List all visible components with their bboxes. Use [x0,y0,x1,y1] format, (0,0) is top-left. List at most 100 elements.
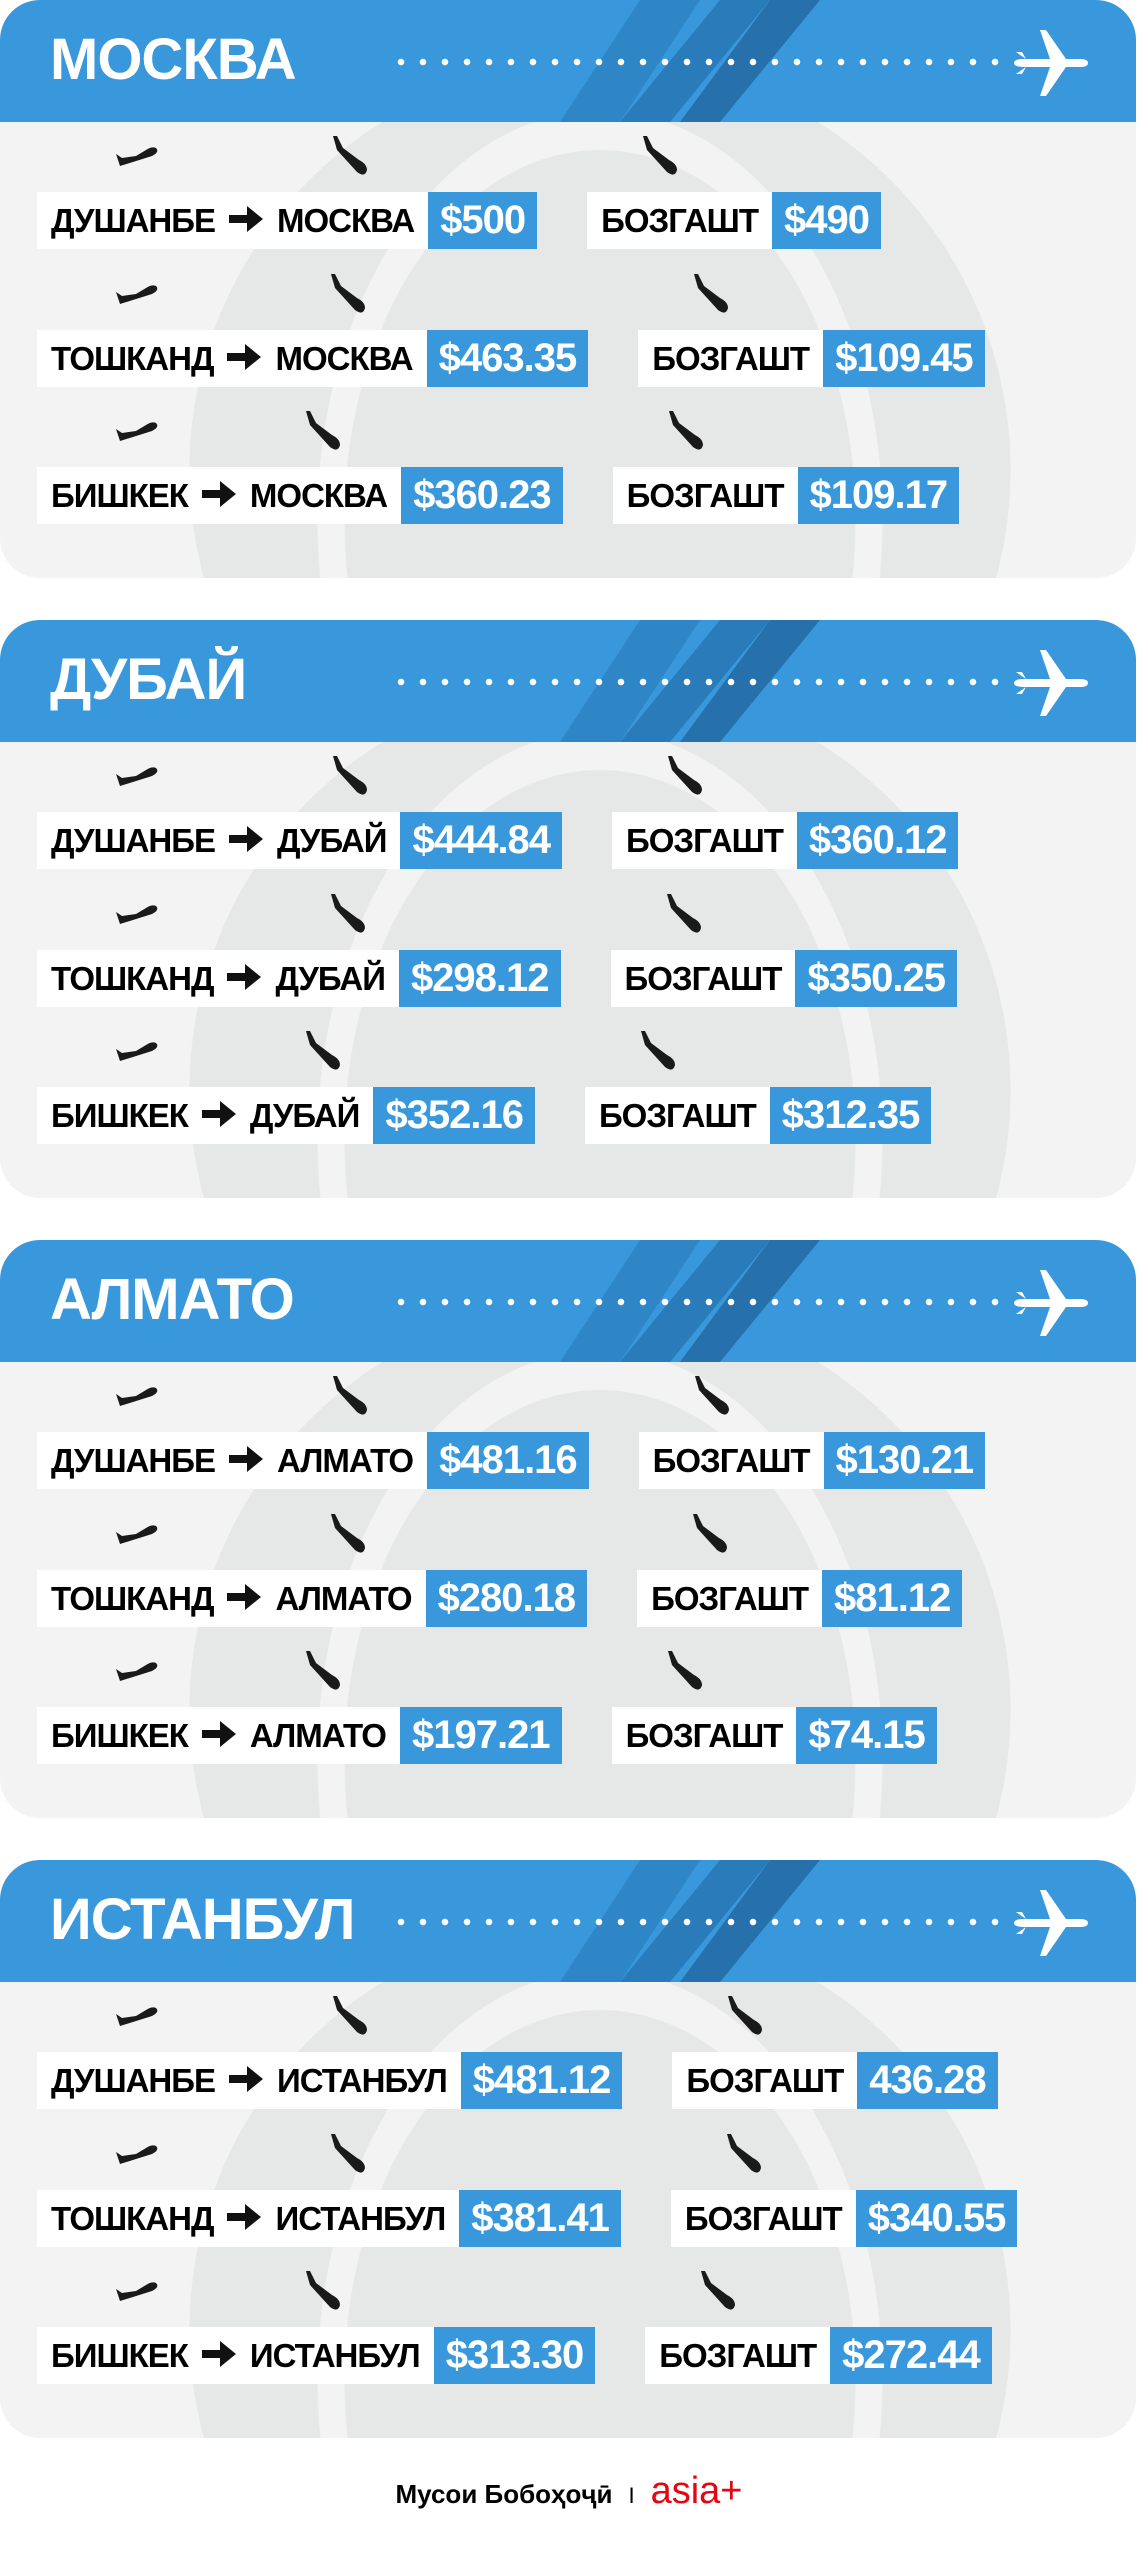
card-header: АЛМАТО [0,1240,1136,1362]
return-label: БОЗГАШТ [587,192,772,249]
outbound-price: $360.23 [401,467,563,524]
outbound-price: $481.12 [460,2052,623,2109]
plane-landing-icon [327,1994,371,2043]
route-row: БИШКЕК МОСКВА $360.23 БОЗГАШТ $109.17 [37,411,960,524]
arrow-right-icon [227,960,262,998]
origin-city: ДУШАНБЕ [51,2061,216,2099]
route-label: БИШКЕК АЛМАТО [37,1707,400,1764]
outbound-price: $444.84 [400,812,563,869]
plane-landing-icon [327,134,371,183]
route-row: БИШКЕК ДУБАЙ $352.16 БОЗГАШТ $312.35 [37,1031,932,1144]
origin-city: БИШКЕК [51,1716,189,1754]
route-row: ДУШАНБЕ АЛМАТО $481.16 БОЗГАШТ $130.21 [37,1376,986,1489]
route-row: ДУШАНБЕ ДУБАЙ $444.84 БОЗГАШТ $360.12 [37,756,959,869]
city-card: МОСКВА ДУШАНБЕ МОСКВА $500 БОЗГАШТ $490 ТОШКАН… [0,0,1136,578]
destination-city: АЛМАТО [275,1579,412,1617]
outbound-price: $500 [428,192,538,249]
origin-city: БИШКЕК [51,2336,189,2374]
arrow-right-icon [227,1580,262,1618]
return-label: БОЗГАШТ [645,2327,831,2384]
plane-takeoff-icon [112,1659,162,1694]
outbound-price: $298.12 [398,950,561,1007]
return-label: БОЗГАШТ [638,330,824,387]
route-label: ДУШАНБЕ МОСКВА [37,192,429,249]
route-label: ДУШАНБЕ ИСТАНБУЛ [37,2052,461,2109]
outbound-price: $313.30 [433,2327,596,2384]
plane-takeoff-icon [112,1522,162,1557]
plane-landing-icon [662,1649,706,1698]
plane-landing-icon [689,1374,733,1423]
destination-city: ИСТАНБУЛ [277,2061,448,2099]
city-title: АЛМАТО [50,1267,295,1332]
plane-takeoff-icon [112,902,162,937]
arrow-right-icon [229,822,263,860]
plane-landing-icon [327,754,371,803]
plane-takeoff-icon [112,2142,162,2177]
city-title: ИСТАНБУЛ [50,1887,355,1952]
destination-city: ДУБАЙ [277,821,387,859]
return-label: БОЗГАШТ [610,950,796,1007]
plane-landing-icon [662,754,706,803]
destination-city: АЛМАТО [249,1716,387,1754]
plane-landing-icon [300,2269,344,2318]
plane-takeoff-icon [112,2004,162,2039]
route-label: ТОШКАНД ДУБАЙ [37,950,399,1007]
route-row: ТОШКАНД АЛМАТО $280.18 БОЗГАШТ $81.12 [37,1514,963,1627]
origin-city: ТОШКАНД [51,2199,214,2237]
origin-city: БИШКЕК [51,476,189,514]
origin-city: ТОШКАНД [51,339,214,377]
return-price: $109.17 [797,467,960,524]
return-label: БОЗГАШТ [611,1707,797,1764]
route-label: БИШКЕК МОСКВА [37,467,402,524]
destination-city: ИСТАНБУЛ [275,2199,446,2237]
plane-landing-icon [327,1374,371,1423]
outbound-price: $381.41 [459,2190,621,2247]
plane-landing-icon [663,409,707,458]
city-card: ИСТАНБУЛ ДУШАНБЕ ИСТАНБУЛ $481.12 БОЗГАШТ 436… [0,1860,1136,2438]
route-row: ТОШКАНД ИСТАНБУЛ $381.41 БОЗГАШТ $340.55 [37,2134,1018,2247]
outbound-price: $463.35 [426,330,589,387]
city-title: МОСКВА [50,27,297,92]
return-price: $350.25 [795,950,957,1007]
plane-landing-icon [300,409,344,458]
plane-takeoff-icon [112,1384,162,1419]
arrow-right-icon [229,202,263,240]
plane-landing-icon [300,1649,344,1698]
route-label: БИШКЕК ДУБАЙ [37,1087,374,1144]
return-price: 436.28 [857,2052,998,2109]
route-label: ТОШКАНД МОСКВА [37,330,427,387]
outbound-price: $352.16 [373,1087,535,1144]
return-price: $312.35 [769,1087,932,1144]
infographic: МОСКВА ДУШАНБЕ МОСКВА $500 БОЗГАШТ $490 ТОШКАН… [0,0,1136,2438]
plane-landing-icon [661,892,705,941]
author: Мусои Бобоҳоҷӣ [395,2479,613,2509]
arrow-right-icon [229,2062,263,2100]
brand-logo: asia+ [650,2470,743,2512]
return-price: $74.15 [796,1707,937,1764]
destination-city: ДУБАЙ [249,1096,360,1134]
destination-city: АЛМАТО [277,1441,414,1479]
route-row: ТОШКАНД ДУБАЙ $298.12 БОЗГАШТ $350.25 [37,894,957,1007]
plane-landing-icon [637,134,681,183]
route-row: ТОШКАНД МОСКВА $463.35 БОЗГАШТ $109.45 [37,274,985,387]
arrow-right-icon [201,2337,236,2375]
arrow-right-icon [227,340,262,378]
plane-landing-icon [695,2269,739,2318]
plane-takeoff-icon [112,282,162,317]
card-header: МОСКВА [0,0,1136,122]
dotted-line [390,1298,1000,1306]
arrow-right-icon [227,2200,262,2238]
plane-takeoff-icon [112,144,162,179]
return-label: БОЗГАШТ [637,1570,822,1627]
outbound-price: $197.21 [399,1707,562,1764]
arrow-right-icon [229,1442,263,1480]
plane-landing-icon [688,272,732,321]
plane-landing-icon [325,1512,369,1561]
dotted-line [390,1918,1000,1926]
dotted-line [390,58,1000,66]
return-label: БОЗГАШТ [670,2190,856,2247]
plane-landing-icon [325,272,369,321]
origin-city: ДУШАНБЕ [51,201,216,239]
plane-takeoff-icon [112,1039,162,1074]
